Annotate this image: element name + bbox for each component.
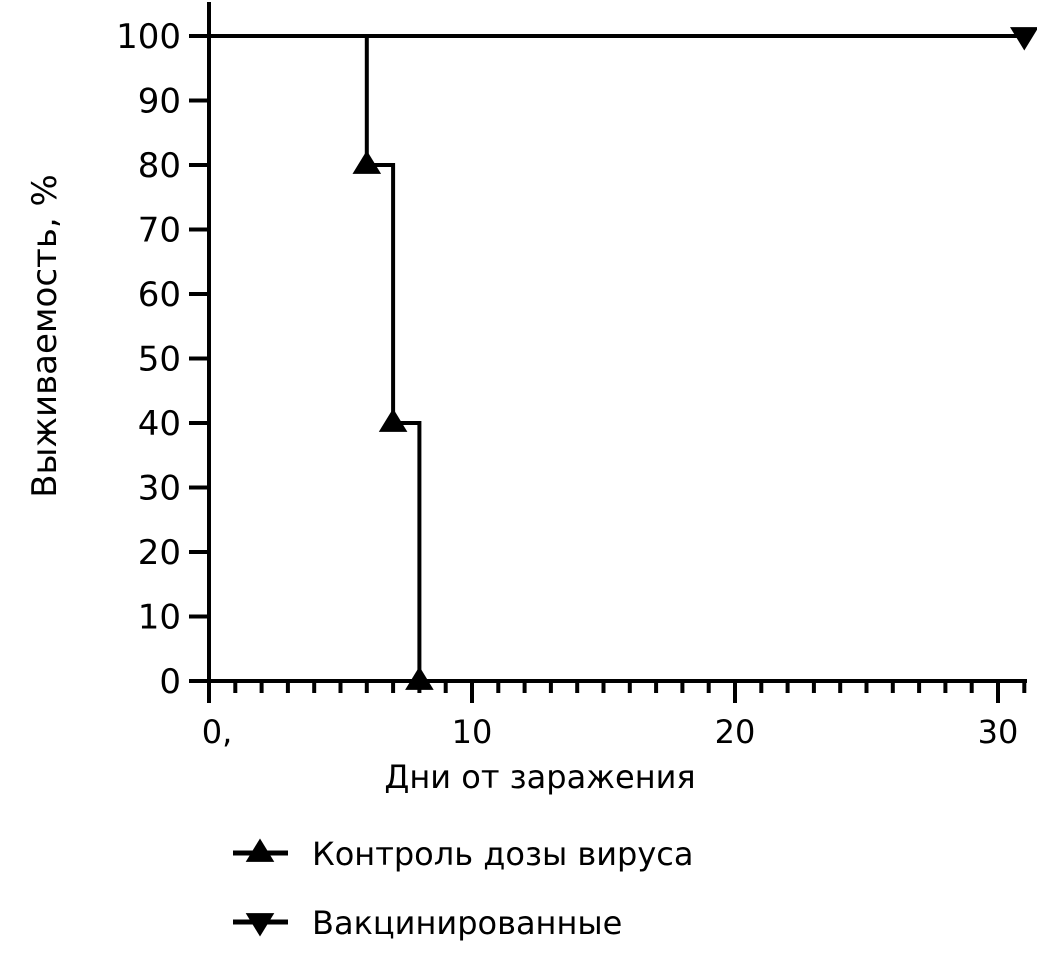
x-axis-label: Дни от заражения [384, 758, 695, 796]
y-tick-label: 30 [138, 469, 181, 509]
y-axis-label: Выживаемость, % [25, 174, 65, 498]
series-1-marker [378, 408, 408, 432]
series-1-marker [405, 666, 434, 690]
series-2-marker [1010, 27, 1037, 51]
x-tick-label: 0, [202, 713, 233, 751]
y-tick-label: 90 [138, 82, 181, 122]
series-markers [352, 27, 1037, 690]
x-tick-label: 30 [978, 713, 1019, 751]
y-tick-label: 40 [138, 404, 181, 444]
legend-marker-1 [245, 838, 275, 862]
y-tick-label: 0 [159, 662, 181, 702]
series-lines [209, 34, 1025, 681]
x-tick-label: 20 [715, 713, 756, 751]
y-tick-label: 60 [138, 275, 181, 315]
legend-marker-2 [245, 913, 275, 937]
y-tick-label: 100 [116, 17, 181, 57]
y-tick-label: 10 [138, 598, 181, 638]
legend: Контроль дозы вируса Вакцинированные [233, 835, 694, 942]
legend-label-2: Вакцинированные [312, 904, 622, 942]
y-tick-label: 20 [138, 533, 181, 573]
y-ticks: 0 10 20 30 40 50 60 70 80 90 100 [116, 17, 209, 702]
axes [207, 2, 1027, 683]
series-1-marker [352, 150, 382, 174]
y-tick-label: 70 [138, 211, 181, 251]
series-line-1 [209, 34, 422, 681]
y-tick-label: 80 [138, 146, 181, 186]
legend-label-1: Контроль дозы вируса [312, 835, 694, 873]
y-tick-label: 50 [138, 340, 181, 380]
x-ticks: 0, 10 20 30 [202, 681, 1027, 751]
x-tick-label: 10 [452, 713, 493, 751]
